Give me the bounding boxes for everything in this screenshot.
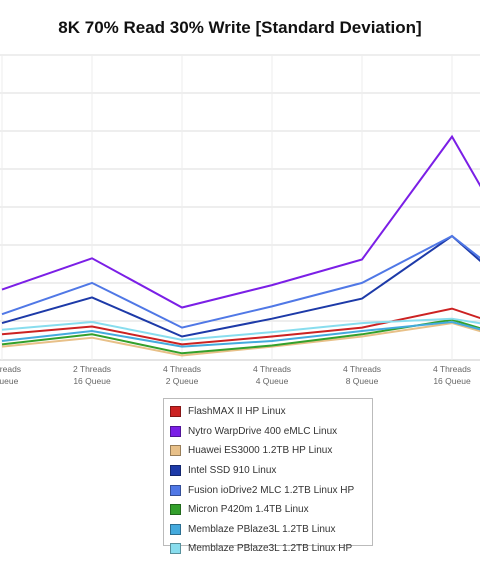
chart-title: 8K 70% Read 30% Write [Standard Deviatio… <box>58 18 422 37</box>
legend-item: Fusion ioDrive2 MLC 1.2TB Linux HP <box>164 480 372 500</box>
series-line <box>1 234 480 329</box>
series-line <box>1 320 480 348</box>
x-tick-label: 4 Threads 16 Queue <box>433 364 471 386</box>
legend-label: Memblaze PBlaze3L 1.2TB Linux <box>188 523 336 535</box>
series-line <box>1 134 480 309</box>
legend-label: Intel SSD 910 Linux <box>188 465 277 477</box>
x-tick-label: 4 Threads 8 Queue <box>343 364 381 386</box>
legend-label: Micron P420m 1.4TB Linux <box>188 504 309 516</box>
legend-item: Memblaze PBlaze3L 1.2TB Linux HP <box>164 539 372 559</box>
legend-swatch <box>170 543 181 555</box>
series-line <box>1 318 480 355</box>
legend-item: Intel SSD 910 Linux <box>164 461 372 481</box>
legend-label: FlashMAX II HP Linux <box>188 406 286 418</box>
legend-swatch <box>170 504 181 516</box>
legend-item: Huawei ES3000 1.2TB HP Linux <box>164 441 372 461</box>
legend: FlashMAX II HP Linux Nytro WarpDrive 400 … <box>163 398 373 555</box>
legend-item: Nytro WarpDrive 400 eMLC Linux <box>164 422 372 442</box>
legend-label: Memblaze PBlaze3L 1.2TB Linux HP <box>188 543 353 555</box>
x-tick-label: 2 Threads 16 Queue <box>73 364 111 386</box>
x-tick-label: 4 Threads 4 Queue <box>253 364 291 386</box>
legend-label: Huawei ES3000 1.2TB HP Linux <box>188 445 333 457</box>
series-line <box>1 322 480 357</box>
legend-swatch <box>170 484 181 496</box>
legend-item: FlashMAX II HP Linux <box>164 402 372 422</box>
legend-label: Fusion ioDrive2 MLC 1.2TB Linux HP <box>188 484 355 496</box>
series-line <box>1 307 480 346</box>
legend-swatch <box>170 465 181 477</box>
legend-swatch <box>170 445 181 457</box>
legend-swatch <box>170 406 181 418</box>
legend-swatch <box>170 425 181 437</box>
legend-label: Nytro WarpDrive 400 eMLC Linux <box>188 425 338 437</box>
legend-item: Memblaze PBlaze3L 1.2TB Linux <box>164 520 372 540</box>
x-tick-label: 4 Threads 2 Queue <box>163 364 201 386</box>
legend-swatch <box>170 523 181 535</box>
grid <box>0 54 480 361</box>
series-lines <box>1 134 480 357</box>
legend-item: Micron P420m 1.4TB Linux <box>164 500 372 520</box>
series-line <box>1 317 480 341</box>
